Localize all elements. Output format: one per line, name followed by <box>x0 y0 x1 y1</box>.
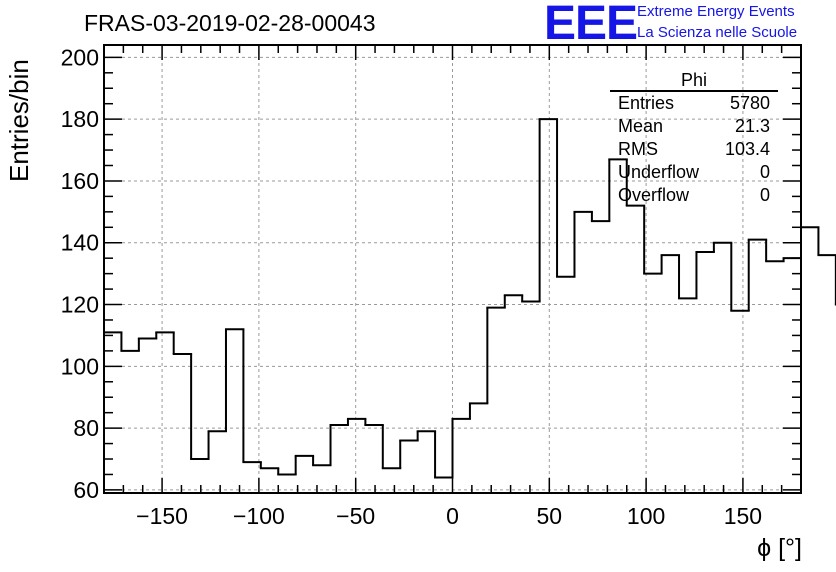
x-axis-label: ϕ [°] <box>757 534 802 562</box>
stats-label: Mean <box>618 116 664 136</box>
x-tick-label: 100 <box>627 503 665 529</box>
y-tick-label: 80 <box>73 415 99 441</box>
stats-title: Phi <box>610 70 778 92</box>
stats-value: 0 <box>759 185 770 205</box>
stats-row-overflow: Overflow 0 <box>610 184 778 207</box>
x-tick-label: 50 <box>537 503 563 529</box>
eee-logo: EEE <box>544 0 638 50</box>
stats-label: Overflow <box>618 185 690 205</box>
histogram-bars <box>103 118 836 479</box>
stats-row-underflow: Underflow 0 <box>610 161 778 184</box>
stats-row-rms: RMS 103.4 <box>610 138 778 161</box>
stats-label: RMS <box>618 139 658 159</box>
x-tick-label: 0 <box>446 503 459 529</box>
y-tick-label: 60 <box>73 477 99 503</box>
x-tick-label: −150 <box>136 503 188 529</box>
axis-ticks <box>103 45 802 493</box>
x-tick-label: −100 <box>233 503 285 529</box>
y-tick-label: 140 <box>61 230 99 256</box>
stats-label: Entries <box>618 93 675 113</box>
logo-line-2: La Scienza nelle Scuole <box>637 24 798 41</box>
y-tick-label: 120 <box>61 292 99 318</box>
tick-labels: −150 −100 −50 0 50 100 150 60 80 100 120 140 160 180 2… <box>61 44 762 529</box>
x-tick-label: 150 <box>724 503 762 529</box>
y-axis-label: Entries/bin <box>4 59 34 182</box>
stats-label: Underflow <box>618 162 700 182</box>
stats-box: Phi Entries 5780 Mean 21.3 RMS 103.4 Und… <box>610 70 778 207</box>
stats-value: 21.3 <box>734 116 770 136</box>
stats-row-entries: Entries 5780 <box>610 92 778 115</box>
y-tick-label: 180 <box>61 106 99 132</box>
stats-value: 0 <box>759 162 770 182</box>
y-tick-label: 100 <box>61 353 99 379</box>
stats-row-mean: Mean 21.3 <box>610 115 778 138</box>
y-tick-label: 200 <box>61 44 99 70</box>
chart-title: FRAS-03-2019-02-28-00043 <box>84 10 376 36</box>
stats-value: 103.4 <box>724 139 770 159</box>
logo-line-1: Extreme Energy Events <box>637 3 795 20</box>
grid-lines <box>104 45 801 493</box>
x-tick-label: −50 <box>336 503 375 529</box>
y-tick-label: 160 <box>61 168 99 194</box>
stats-value: 5780 <box>729 93 770 113</box>
